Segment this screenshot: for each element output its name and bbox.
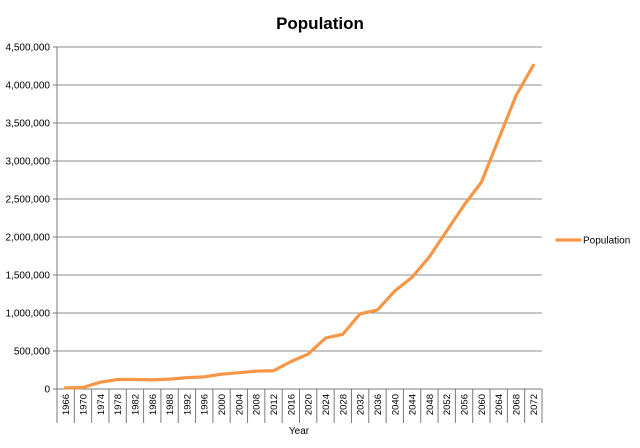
data-point bbox=[342, 333, 344, 335]
data-point bbox=[82, 386, 84, 388]
x-tick-label: 2048 bbox=[425, 394, 436, 415]
data-point bbox=[238, 372, 240, 374]
y-tick-label: 1,000,000 bbox=[6, 309, 51, 320]
x-tick-label: 2052 bbox=[442, 394, 453, 415]
data-point bbox=[290, 361, 292, 363]
y-tick-label: 500,000 bbox=[14, 347, 51, 358]
x-tick-label: 1970 bbox=[78, 394, 89, 415]
x-tick-label: 1982 bbox=[130, 394, 141, 415]
x-tick-label: 2072 bbox=[529, 394, 540, 415]
x-tick-label: 2056 bbox=[460, 394, 471, 415]
x-tick-label: 2036 bbox=[373, 394, 384, 415]
axes bbox=[53, 46, 543, 423]
y-tick-label: 2,500,000 bbox=[6, 195, 51, 206]
series-line-population bbox=[64, 63, 535, 390]
x-tick-label: 1974 bbox=[96, 394, 107, 415]
data-point bbox=[376, 309, 378, 311]
series-lines bbox=[64, 63, 535, 390]
data-point bbox=[273, 370, 275, 372]
data-point bbox=[428, 256, 430, 258]
x-axis-tick-labels: 1966 1970 1974 1978 1982 1986 1988 1992 1996 2000… bbox=[61, 394, 540, 415]
chart-title: Population bbox=[276, 14, 364, 33]
x-tick-label: 2020 bbox=[304, 394, 315, 415]
x-tick-label: 2024 bbox=[321, 394, 332, 415]
x-tick-label: 1988 bbox=[165, 394, 176, 415]
data-point bbox=[394, 290, 396, 292]
x-tick-label: 2008 bbox=[252, 394, 263, 415]
x-tick-label: 2032 bbox=[356, 394, 367, 415]
data-point bbox=[498, 138, 500, 140]
data-point bbox=[65, 387, 67, 389]
data-point bbox=[221, 373, 223, 375]
x-tick-label: 2028 bbox=[338, 394, 349, 415]
legend: Population bbox=[555, 236, 630, 247]
data-point bbox=[359, 313, 361, 315]
y-tick-label: 3,000,000 bbox=[6, 157, 51, 168]
x-tick-label: 1986 bbox=[148, 394, 159, 415]
gridlines bbox=[57, 46, 542, 352]
x-tick-label: 2044 bbox=[408, 394, 419, 415]
x-tick-label: 2016 bbox=[286, 394, 297, 415]
x-tick-label: 2064 bbox=[494, 394, 505, 415]
x-axis-title: Year bbox=[289, 426, 310, 437]
y-tick-label: 3,500,000 bbox=[6, 119, 51, 130]
y-tick-label: 2,000,000 bbox=[6, 233, 51, 244]
data-point bbox=[255, 370, 257, 372]
x-tick-label: 2004 bbox=[234, 394, 245, 415]
y-axis-tick-labels: 0 500,000 1,000,000 1,500,000 2,000,000 2,500… bbox=[6, 43, 51, 396]
x-tick-label: 1992 bbox=[182, 394, 193, 415]
x-tick-label: 1966 bbox=[61, 394, 72, 415]
data-point bbox=[99, 381, 101, 383]
data-point bbox=[480, 181, 482, 183]
data-point bbox=[515, 95, 517, 97]
data-point bbox=[446, 230, 448, 232]
x-tick-label: 1996 bbox=[200, 394, 211, 415]
data-point bbox=[203, 376, 205, 378]
data-point bbox=[186, 377, 188, 379]
x-tick-label: 2012 bbox=[269, 394, 280, 415]
y-tick-label: 0 bbox=[44, 385, 50, 396]
y-tick-label: 4,000,000 bbox=[6, 81, 51, 92]
data-point bbox=[117, 379, 119, 380]
data-point bbox=[134, 379, 136, 380]
data-point bbox=[532, 64, 534, 66]
x-tick-label: 2068 bbox=[512, 394, 523, 415]
data-point bbox=[411, 276, 413, 278]
x-tick-label: 2060 bbox=[477, 394, 488, 415]
data-point bbox=[307, 353, 309, 355]
data-point bbox=[151, 379, 153, 381]
data-point bbox=[169, 378, 171, 380]
legend-label: Population bbox=[583, 236, 630, 247]
y-tick-label: 4,500,000 bbox=[6, 43, 51, 54]
x-tick-label: 2040 bbox=[390, 394, 401, 415]
x-tick-label: 2000 bbox=[217, 394, 228, 415]
y-tick-label: 1,500,000 bbox=[6, 271, 51, 282]
x-tick-label: 1978 bbox=[113, 394, 124, 415]
data-point bbox=[463, 204, 465, 206]
data-point bbox=[324, 337, 326, 339]
